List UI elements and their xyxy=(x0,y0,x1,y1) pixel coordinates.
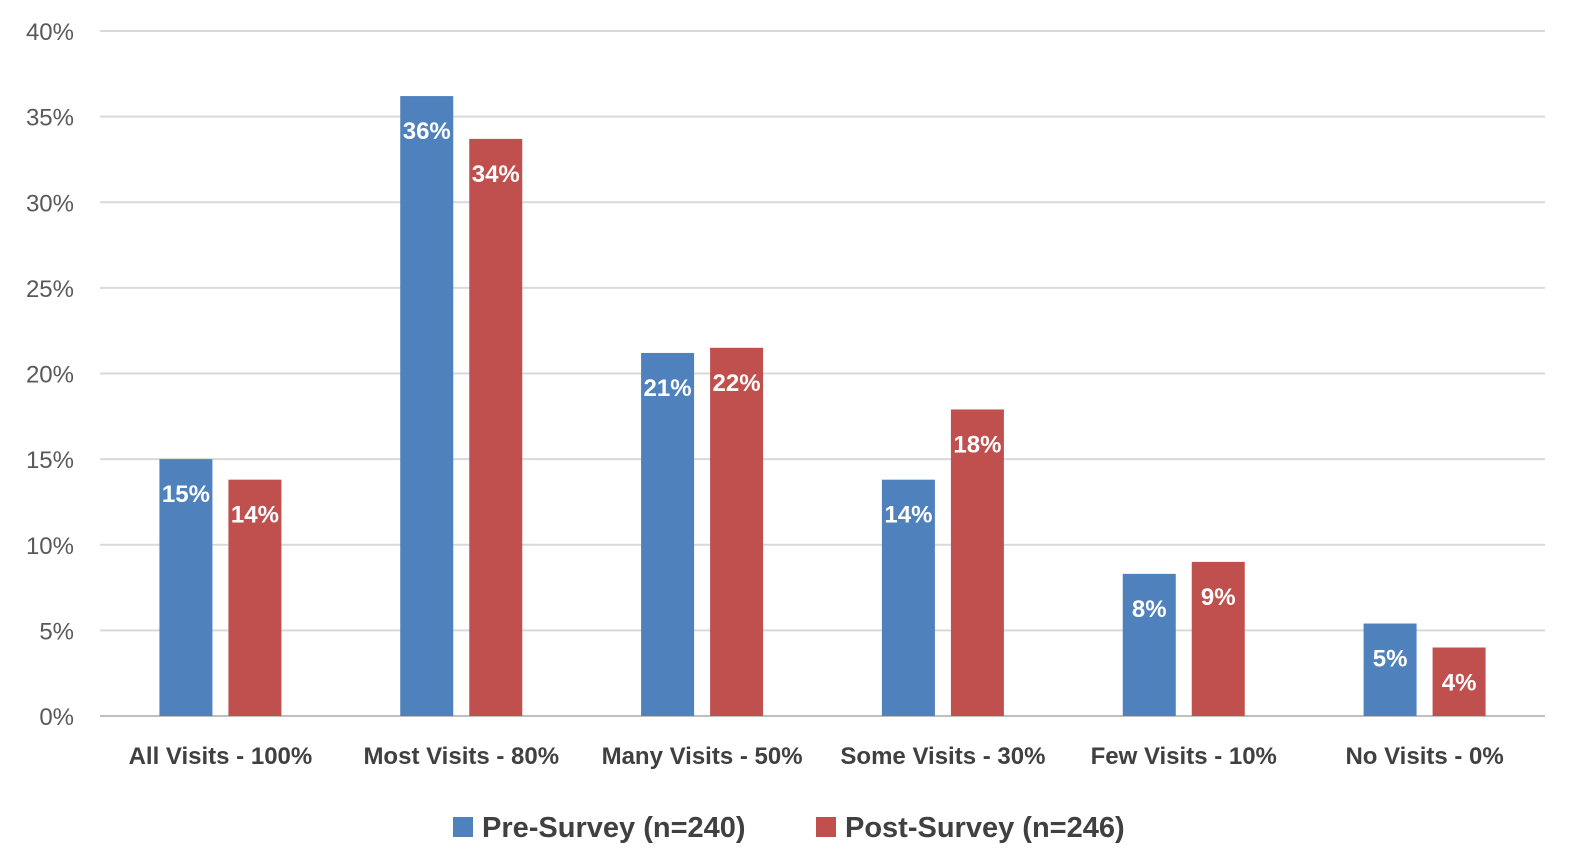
data-label: 5% xyxy=(1373,646,1408,673)
gridlines xyxy=(100,30,1545,717)
legend-swatch-post xyxy=(816,817,836,837)
bar-pre xyxy=(1363,623,1417,716)
category-label: No Visits - 0% xyxy=(1345,743,1503,770)
y-tick-label: 0% xyxy=(39,704,74,731)
y-tick-label: 5% xyxy=(39,618,74,645)
bar-pre xyxy=(159,459,213,716)
bar-post xyxy=(469,138,523,716)
data-label: 8% xyxy=(1132,596,1167,623)
bar-pre xyxy=(641,352,695,716)
category-label: Many Visits - 50% xyxy=(602,743,803,770)
y-tick-label: 35% xyxy=(26,105,74,132)
data-label: 4% xyxy=(1442,670,1477,697)
y-tick-label: 25% xyxy=(26,276,74,303)
category-label: Most Visits - 80% xyxy=(363,743,559,770)
data-label: 34% xyxy=(472,161,520,188)
category-label: Few Visits - 10% xyxy=(1091,743,1277,770)
y-tick-label: 10% xyxy=(26,533,74,560)
data-label: 22% xyxy=(713,370,761,397)
bar-pre xyxy=(400,96,454,716)
data-label: 14% xyxy=(231,502,279,529)
bar-post xyxy=(1432,647,1486,716)
y-tick-label: 20% xyxy=(26,362,74,389)
y-tick-label: 30% xyxy=(26,190,74,217)
bar-post xyxy=(710,347,764,716)
bar-post xyxy=(1191,561,1245,716)
y-tick-label: 15% xyxy=(26,447,74,474)
legend: Pre-Survey (n=240) Post-Survey (n=246) xyxy=(453,812,1125,844)
legend-label-pre: Pre-Survey (n=240) xyxy=(482,812,746,844)
bar-pre xyxy=(881,479,935,716)
legend-label-post: Post-Survey (n=246) xyxy=(845,812,1125,844)
bar-post xyxy=(228,479,282,716)
y-axis-tick-labels: 0% 5% 10% 15% 20% 25% 30% 35% 40% xyxy=(26,19,74,731)
category-labels: All Visits - 100% Most Visits - 80% Many V… xyxy=(129,743,1504,770)
data-label: 15% xyxy=(162,481,210,508)
category-label: All Visits - 100% xyxy=(129,743,313,770)
data-label: 36% xyxy=(403,118,451,145)
data-label: 9% xyxy=(1201,584,1236,611)
data-label: 18% xyxy=(953,431,1001,458)
bar-pre xyxy=(1122,573,1176,716)
category-label: Some Visits - 30% xyxy=(840,743,1045,770)
bars: 15% 14% 36% 34% 21% 22% 14% 18% 8% 9% 5% 4% xyxy=(159,96,1486,716)
data-label: 21% xyxy=(644,375,692,402)
bar-post xyxy=(950,409,1004,716)
y-tick-label: 40% xyxy=(26,19,74,46)
data-label: 14% xyxy=(884,502,932,529)
legend-swatch-pre xyxy=(453,817,473,837)
